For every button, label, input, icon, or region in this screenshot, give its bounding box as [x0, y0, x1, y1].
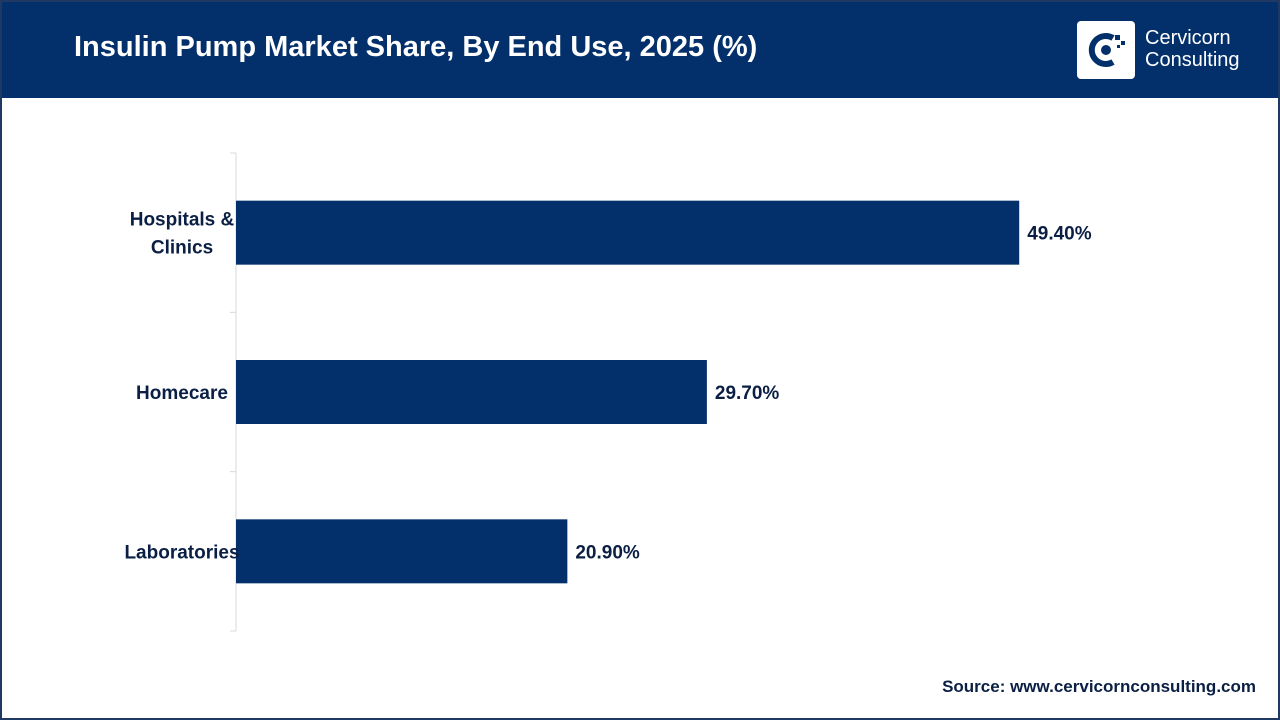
bar	[236, 519, 568, 584]
category-label: Hospitals &	[130, 210, 235, 231]
bar	[236, 200, 1020, 265]
category-label: Homecare	[136, 383, 228, 404]
header-bar: Insulin Pump Market Share, By End Use, 2…	[2, 2, 1278, 98]
logo-line-1: Cervicorn	[1145, 27, 1231, 49]
company-logo: Cervicorn Consulting	[1077, 21, 1267, 81]
logo-line-2: Consulting	[1145, 49, 1240, 71]
logo-mark-icon	[1077, 21, 1135, 79]
logo-text: Cervicorn Consulting	[1145, 27, 1240, 71]
chart-title: Insulin Pump Market Share, By End Use, 2…	[74, 31, 758, 63]
source-note: Source: www.cervicornconsulting.com	[942, 677, 1256, 696]
category-label: Laboratories	[124, 542, 239, 563]
bar	[236, 360, 707, 424]
bar-chart: 49.40% Hospitals & Clinics 29.70% Homecare 20…	[124, 152, 1092, 632]
category-label: Clinics	[151, 238, 213, 259]
data-label: 49.40%	[1027, 224, 1092, 245]
data-label: 29.70%	[715, 383, 780, 404]
data-label: 20.90%	[575, 542, 640, 563]
